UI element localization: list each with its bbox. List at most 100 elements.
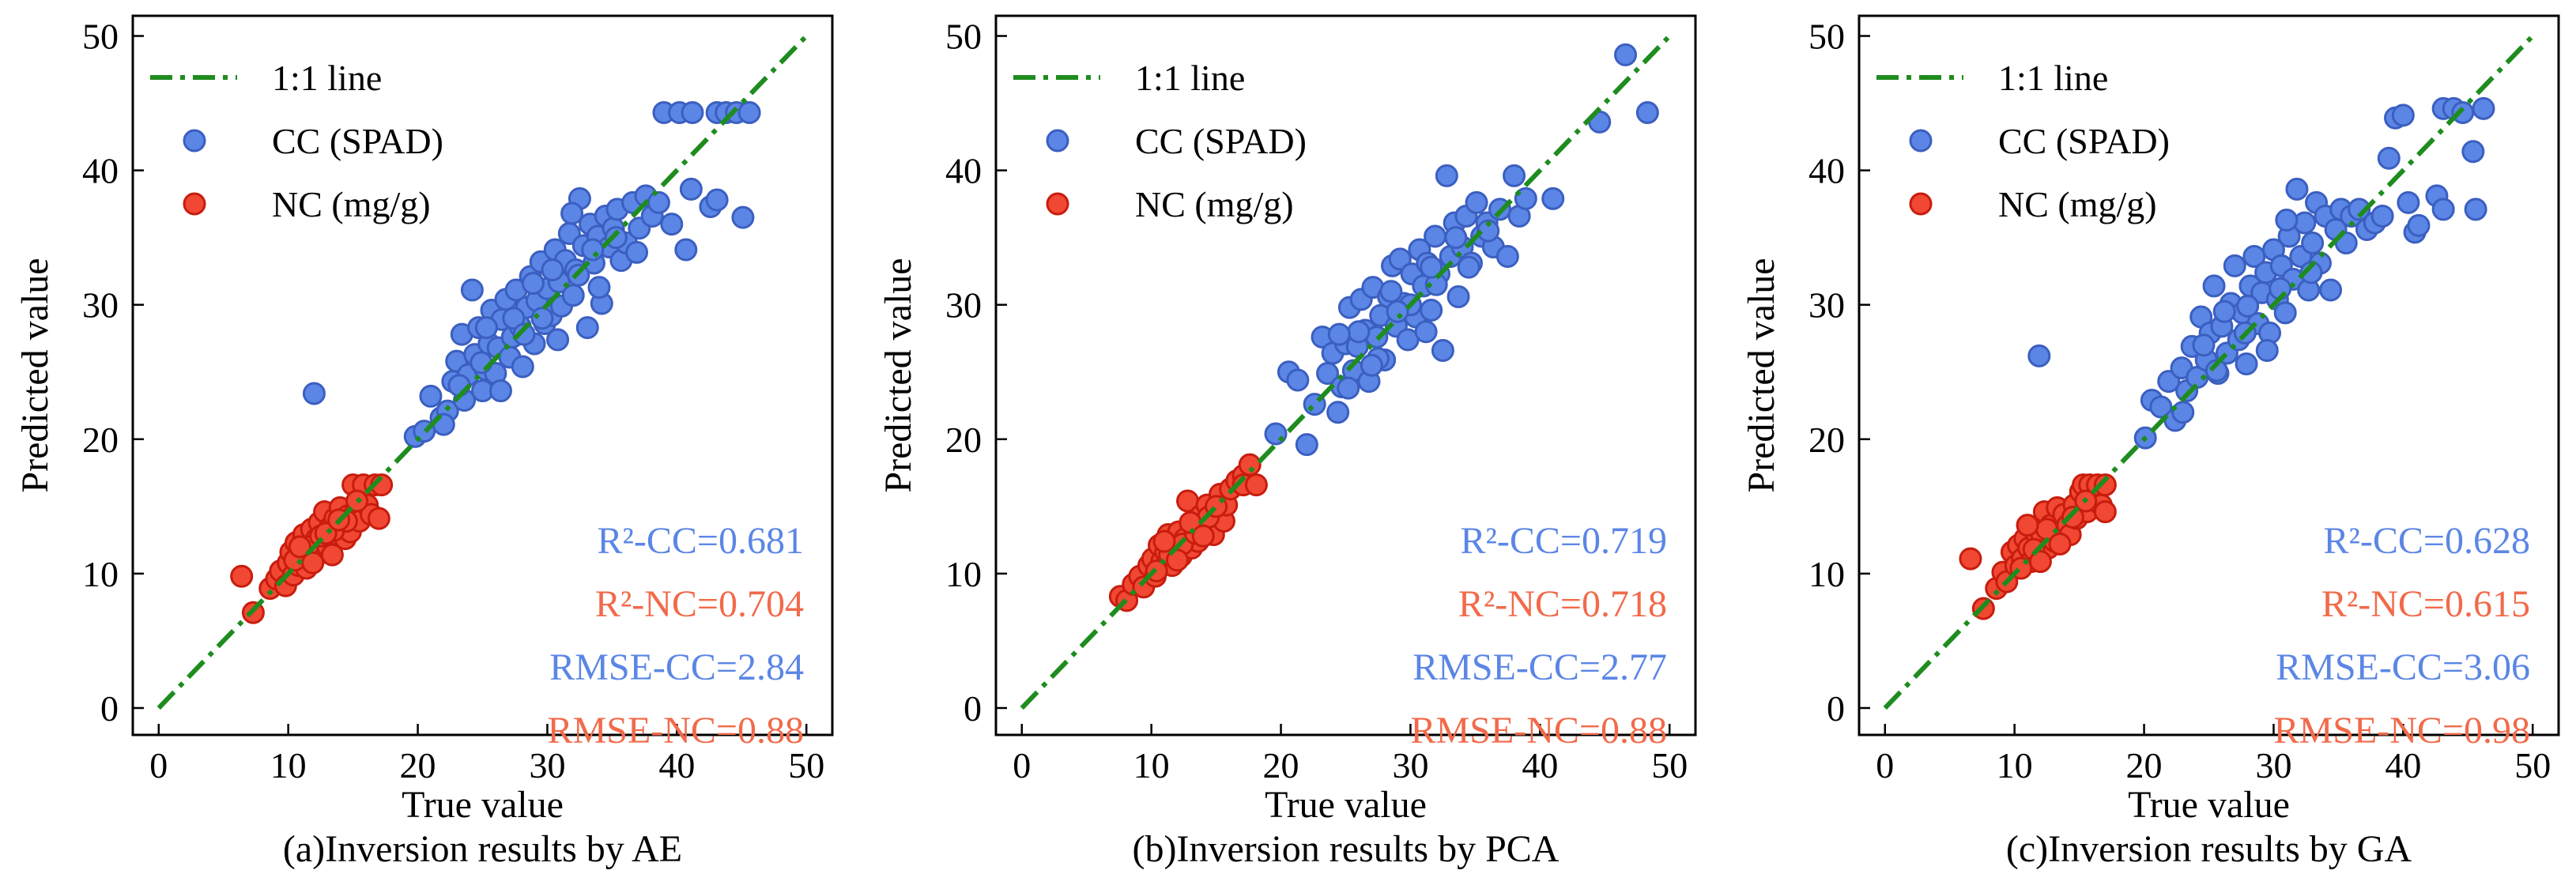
cc-point <box>521 271 545 295</box>
cc-point <box>674 238 698 262</box>
y-tick-label: 20 <box>82 420 119 460</box>
x-tick-label: 10 <box>270 745 307 785</box>
cc-point <box>511 355 534 379</box>
cc-point <box>625 240 649 264</box>
y-tick-label: 0 <box>100 688 119 729</box>
cc-point <box>587 276 611 299</box>
legend: 1:1 line CC (SPAD) NC (mg/g) <box>150 58 443 224</box>
legend-nc-swatch <box>1909 192 1933 216</box>
cc-point <box>2192 333 2216 357</box>
y-axis-label: Predicted value <box>877 258 919 492</box>
cc-point <box>1435 164 1458 187</box>
nc-point <box>2016 514 2039 537</box>
y-tick-label: 10 <box>945 554 982 594</box>
y-tick-label: 40 <box>945 151 982 191</box>
chart-panel-1: 0 10 20 30 40 50 0 10 20 30 40 50 True value Predicte… <box>14 14 834 870</box>
series-nc <box>1108 453 1268 612</box>
x-tick-label: 30 <box>1392 745 1428 785</box>
cc-point <box>1477 219 1500 243</box>
x-tick-label: 20 <box>2126 745 2163 785</box>
legend-label-nc: NC (mg/g) <box>1998 184 2157 224</box>
x-tick-label: 0 <box>1876 745 1894 785</box>
cc-point <box>2377 146 2401 170</box>
x-axis-label: True value <box>2128 784 2290 826</box>
y-tick-label: 50 <box>1808 17 1845 57</box>
cc-point <box>1424 224 1447 248</box>
legend-label-line: 1:1 line <box>1998 58 2108 98</box>
cc-point <box>2027 344 2051 367</box>
cc-point <box>1388 247 1412 271</box>
cc-point <box>679 177 703 201</box>
legend-label-cc: CC (SPAD) <box>1135 121 1307 161</box>
legend-label-nc: NC (mg/g) <box>1135 184 1294 224</box>
nc-point <box>1191 524 1215 548</box>
cc-point <box>2273 301 2297 325</box>
cc-point <box>488 379 512 403</box>
cc-point <box>2391 104 2415 127</box>
cc-point <box>1420 255 1443 279</box>
cc-point <box>1286 368 1310 392</box>
cc-point <box>1414 320 1438 344</box>
cc-point <box>1457 255 1480 279</box>
cc-point <box>1444 226 1468 250</box>
legend-nc-swatch <box>1046 192 1069 216</box>
legend: 1:1 line CC (SPAD) NC (mg/g) <box>1013 58 1307 224</box>
x-tick-label: 40 <box>1522 745 1558 785</box>
series-nc <box>1959 473 2117 620</box>
cc-point <box>1295 433 1318 457</box>
cc-point <box>1386 299 1409 323</box>
chart-panel-3: 0 10 20 30 40 50 0 10 20 30 40 50 True value Predicte… <box>1741 14 2560 870</box>
legend-cc-swatch <box>1046 129 1069 153</box>
x-tick-label: 50 <box>1651 745 1688 785</box>
y-tick-label: 0 <box>1827 688 1845 729</box>
nc-point <box>2061 505 2084 529</box>
cc-point <box>419 384 443 408</box>
y-tick-label: 40 <box>1808 151 1845 191</box>
cc-point <box>2285 177 2309 201</box>
cc-point <box>1503 164 1526 187</box>
cc-point <box>2397 190 2420 214</box>
cc-point <box>2204 359 2228 382</box>
cc-point <box>502 307 526 330</box>
nc-point <box>1959 547 1982 571</box>
y-tick-label: 20 <box>945 420 982 460</box>
nc-point <box>1244 473 1268 497</box>
cc-point <box>560 202 584 225</box>
stat-r2-cc: R²-CC=0.681 <box>598 520 805 562</box>
nc-point <box>2093 473 2117 497</box>
x-tick-label: 30 <box>529 745 565 785</box>
cc-point <box>1379 280 1403 303</box>
x-tick-label: 50 <box>2514 745 2551 785</box>
x-tick-label: 20 <box>1263 745 1299 785</box>
cc-point <box>2255 339 2279 363</box>
legend: 1:1 line CC (SPAD) NC (mg/g) <box>1876 58 2170 224</box>
y-tick-label: 30 <box>1808 285 1845 326</box>
cc-point <box>2171 401 2195 424</box>
x-tick-label: 50 <box>788 745 824 785</box>
cc-point <box>2464 198 2487 221</box>
cc-point <box>2431 198 2455 221</box>
cc-point <box>1431 339 1454 363</box>
chart-caption: (a)Inversion results by AE <box>283 828 682 870</box>
y-tick-label: 10 <box>1808 554 1845 594</box>
cc-point <box>647 190 670 214</box>
cc-point <box>1420 299 1443 322</box>
nc-point <box>2093 500 2117 524</box>
y-tick-label: 10 <box>82 554 119 594</box>
x-tick-label: 0 <box>1013 745 1031 785</box>
cc-point <box>731 205 755 229</box>
cc-point <box>2348 198 2371 221</box>
stat-r2-cc: R²-CC=0.719 <box>1461 520 1668 562</box>
stat-rmse-cc: RMSE-CC=2.84 <box>549 646 804 688</box>
plot-frame <box>131 14 834 736</box>
legend-label-nc: NC (mg/g) <box>272 184 431 224</box>
y-tick-label: 0 <box>964 688 982 729</box>
cc-point <box>681 100 704 124</box>
x-tick-label: 40 <box>2385 745 2421 785</box>
nc-point <box>1152 529 1176 553</box>
y-axis-label: Predicted value <box>14 258 56 492</box>
cc-point <box>474 316 498 340</box>
cc-point <box>2407 213 2431 237</box>
nc-point <box>1238 453 1262 477</box>
cc-point <box>2236 294 2260 318</box>
